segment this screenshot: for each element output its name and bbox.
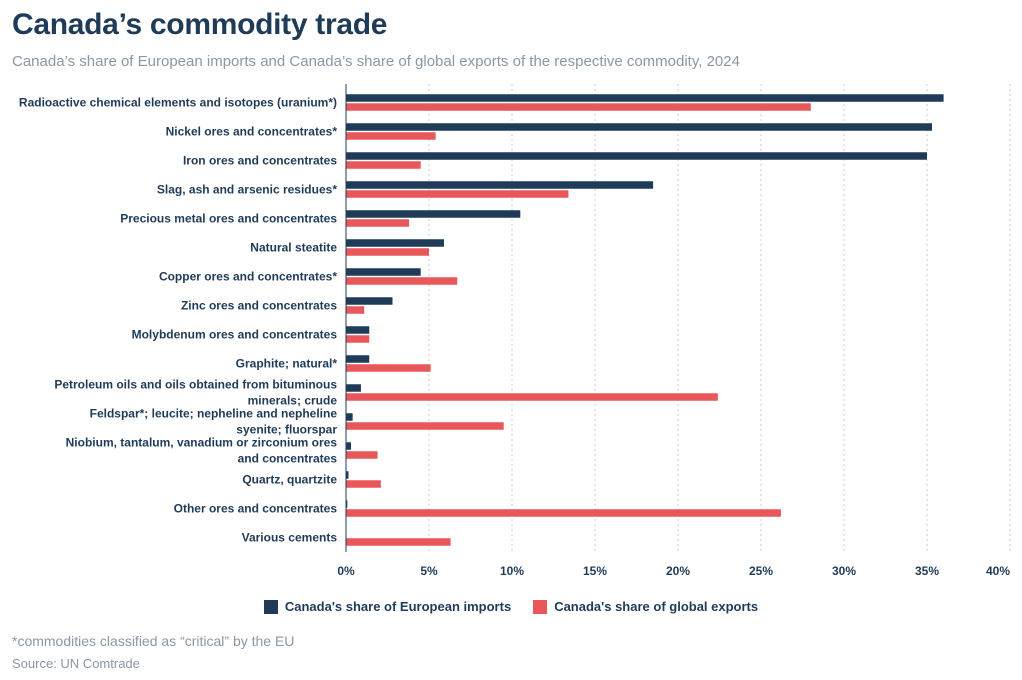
bar-global [346, 538, 451, 546]
footnote: *commodities classified as “critical” by… [12, 633, 295, 649]
category-label: Iron ores and concentrates [183, 154, 337, 168]
bar-global [346, 364, 431, 372]
bar-chart: 0% 5% 10% 15% 20% 25% 30% 35% 40% Radioactive che… [19, 84, 1011, 578]
bar-europe [346, 210, 521, 218]
bar-global [346, 248, 429, 256]
category-label: Slag, ash and arsenic residues* [157, 183, 337, 197]
x-tick-label: 35% [915, 564, 939, 578]
category-label: Nickel ores and concentrates* [166, 125, 338, 139]
bar-global [346, 306, 365, 314]
x-tick-label: 5% [420, 564, 438, 578]
bar-europe [346, 268, 421, 276]
bar-europe [346, 123, 932, 131]
category-label: Other ores and concentrates [174, 502, 338, 516]
category-label: Precious metal ores and concentrates [120, 212, 337, 226]
category-label: Niobium, tantalum, vanadium or zirconium… [66, 436, 338, 450]
category-label: Feldspar*; leucite; nepheline and nephel… [90, 407, 338, 421]
bar-global [346, 277, 458, 285]
category-label: Zinc ores and concentrates [181, 299, 337, 313]
bar-europe [346, 94, 944, 102]
bar-europe [346, 152, 927, 160]
bar-europe [346, 181, 654, 189]
bar-europe [346, 355, 370, 363]
source-note: Source: UN Comtrade [12, 656, 140, 671]
category-label: Natural steatite [250, 241, 337, 255]
x-tick-label: 15% [583, 564, 607, 578]
legend-label-global: Canada's share of global exports [554, 599, 759, 614]
x-tick-label: 30% [832, 564, 856, 578]
x-tick-label: 10% [500, 564, 524, 578]
category-label: minerals; crude [248, 394, 338, 408]
category-label: Radioactive chemical elements and isotop… [19, 96, 337, 110]
bar-global [346, 393, 718, 401]
legend-item-global: Canada's share of global exports [533, 599, 758, 614]
bar-global [346, 451, 378, 459]
bar-global [346, 219, 410, 227]
category-label: Copper ores and concentrates* [159, 270, 337, 284]
category-label: Quartz, quartzite [242, 473, 337, 487]
bar-global [346, 103, 811, 111]
bar-global [346, 132, 436, 140]
bar-europe [346, 471, 349, 479]
bar-europe [346, 297, 393, 305]
bar-europe [346, 500, 348, 508]
bar-global [346, 422, 504, 430]
chart-title: Canada’s commodity trade [12, 8, 388, 41]
bar-global [346, 335, 370, 343]
bar-europe [346, 413, 353, 421]
bar-global [346, 161, 421, 169]
x-tick-label: 40% [986, 564, 1010, 578]
category-label: and concentrates [238, 452, 338, 466]
bar-global [346, 480, 381, 488]
bar-europe [346, 239, 444, 247]
bar-global [346, 190, 569, 198]
category-label: Molybdenum ores and concentrates [132, 328, 338, 342]
category-label: syenite; fluorspar [236, 423, 337, 437]
legend-swatch-global [533, 599, 548, 614]
bar-europe [346, 326, 370, 334]
category-label: Petroleum oils and oils obtained from bi… [54, 378, 337, 392]
legend-swatch-europe [263, 599, 278, 614]
x-tick-label: 25% [749, 564, 773, 578]
x-tick-label: 0% [337, 564, 355, 578]
legend-label-europe: Canada's share of European imports [284, 599, 512, 614]
x-tick-label: 20% [666, 564, 690, 578]
chart-subtitle: Canada’s share of European imports and C… [12, 53, 740, 70]
bar-europe [346, 442, 351, 450]
category-label: Graphite; natural* [236, 357, 338, 371]
bar-europe [346, 384, 361, 392]
legend-item-europe: Canada's share of European imports [263, 599, 512, 614]
chart-legend: Canada's share of European imports Canad… [0, 599, 1022, 614]
category-label: Various cements [242, 531, 338, 545]
bar-global [346, 509, 781, 517]
